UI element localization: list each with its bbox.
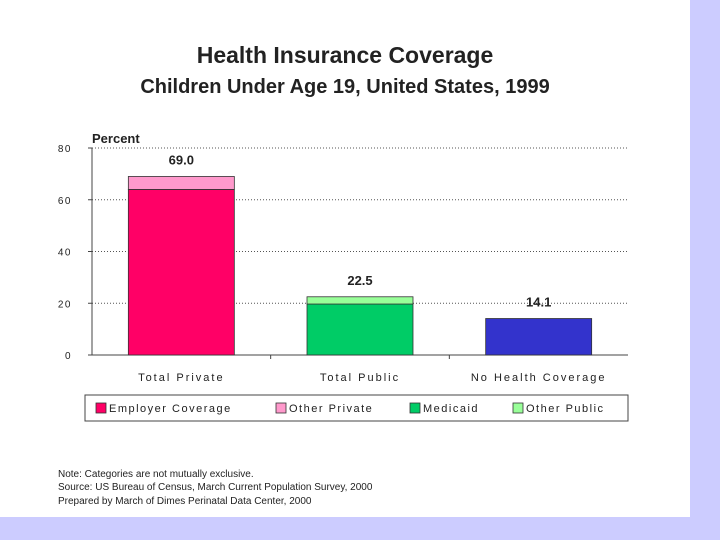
chart-subtitle: Children Under Age 19, United States, 19…	[140, 76, 550, 98]
data-label-1: 22.5	[347, 273, 372, 288]
x-tick-label-1: Total Public	[320, 372, 400, 384]
bar-employer-coverage-0	[127, 188, 235, 356]
y-tick-label-4: 80	[58, 144, 72, 155]
source-text: Source: US Bureau of Census, March Curre…	[58, 482, 373, 493]
legend-swatch-other-public	[512, 402, 524, 414]
legend-swatch-other-private	[275, 402, 287, 414]
x-tick-label-2: No Health Coverage	[471, 372, 607, 384]
slide-frame-right	[690, 0, 720, 540]
legend-label-medicaid: Medicaid	[423, 403, 479, 415]
note-text: Note: Categories are not mutually exclus…	[58, 469, 254, 480]
legend-label-other-public: Other Public	[526, 403, 605, 415]
chart-title: Health Insurance Coverage	[196, 42, 494, 68]
x-tick-label-0: Total Private	[138, 372, 225, 384]
legend-label-other-private: Other Private	[289, 403, 373, 415]
bar-other-public-1	[306, 296, 414, 305]
y-tick-label-3: 60	[58, 196, 72, 207]
legend-swatch-employer-coverage	[95, 402, 107, 414]
y-tick-label-1: 20	[58, 299, 72, 310]
bar-chart: 0 20 40 60 80 Percent 69.0 Total Private 22.5 Tot…	[58, 131, 629, 422]
prepared-by-text: Prepared by March of Dimes Perinatal Dat…	[58, 496, 312, 507]
bar-other-private-0	[127, 176, 235, 190]
bar-no-health-coverage-2	[485, 318, 593, 356]
legend-label-employer-coverage: Employer Coverage	[109, 403, 232, 415]
legend-box	[84, 394, 629, 422]
y-axis-label: Percent	[92, 131, 140, 146]
y-tick-label-2: 40	[58, 248, 72, 259]
data-label-2: 14.1	[526, 295, 551, 310]
legend-swatch-medicaid	[409, 402, 421, 414]
data-label-0: 69.0	[169, 152, 194, 167]
y-tick-label-0: 0	[65, 351, 72, 362]
slide-frame-bottom	[0, 517, 720, 540]
bar-medicaid-1	[306, 303, 414, 356]
